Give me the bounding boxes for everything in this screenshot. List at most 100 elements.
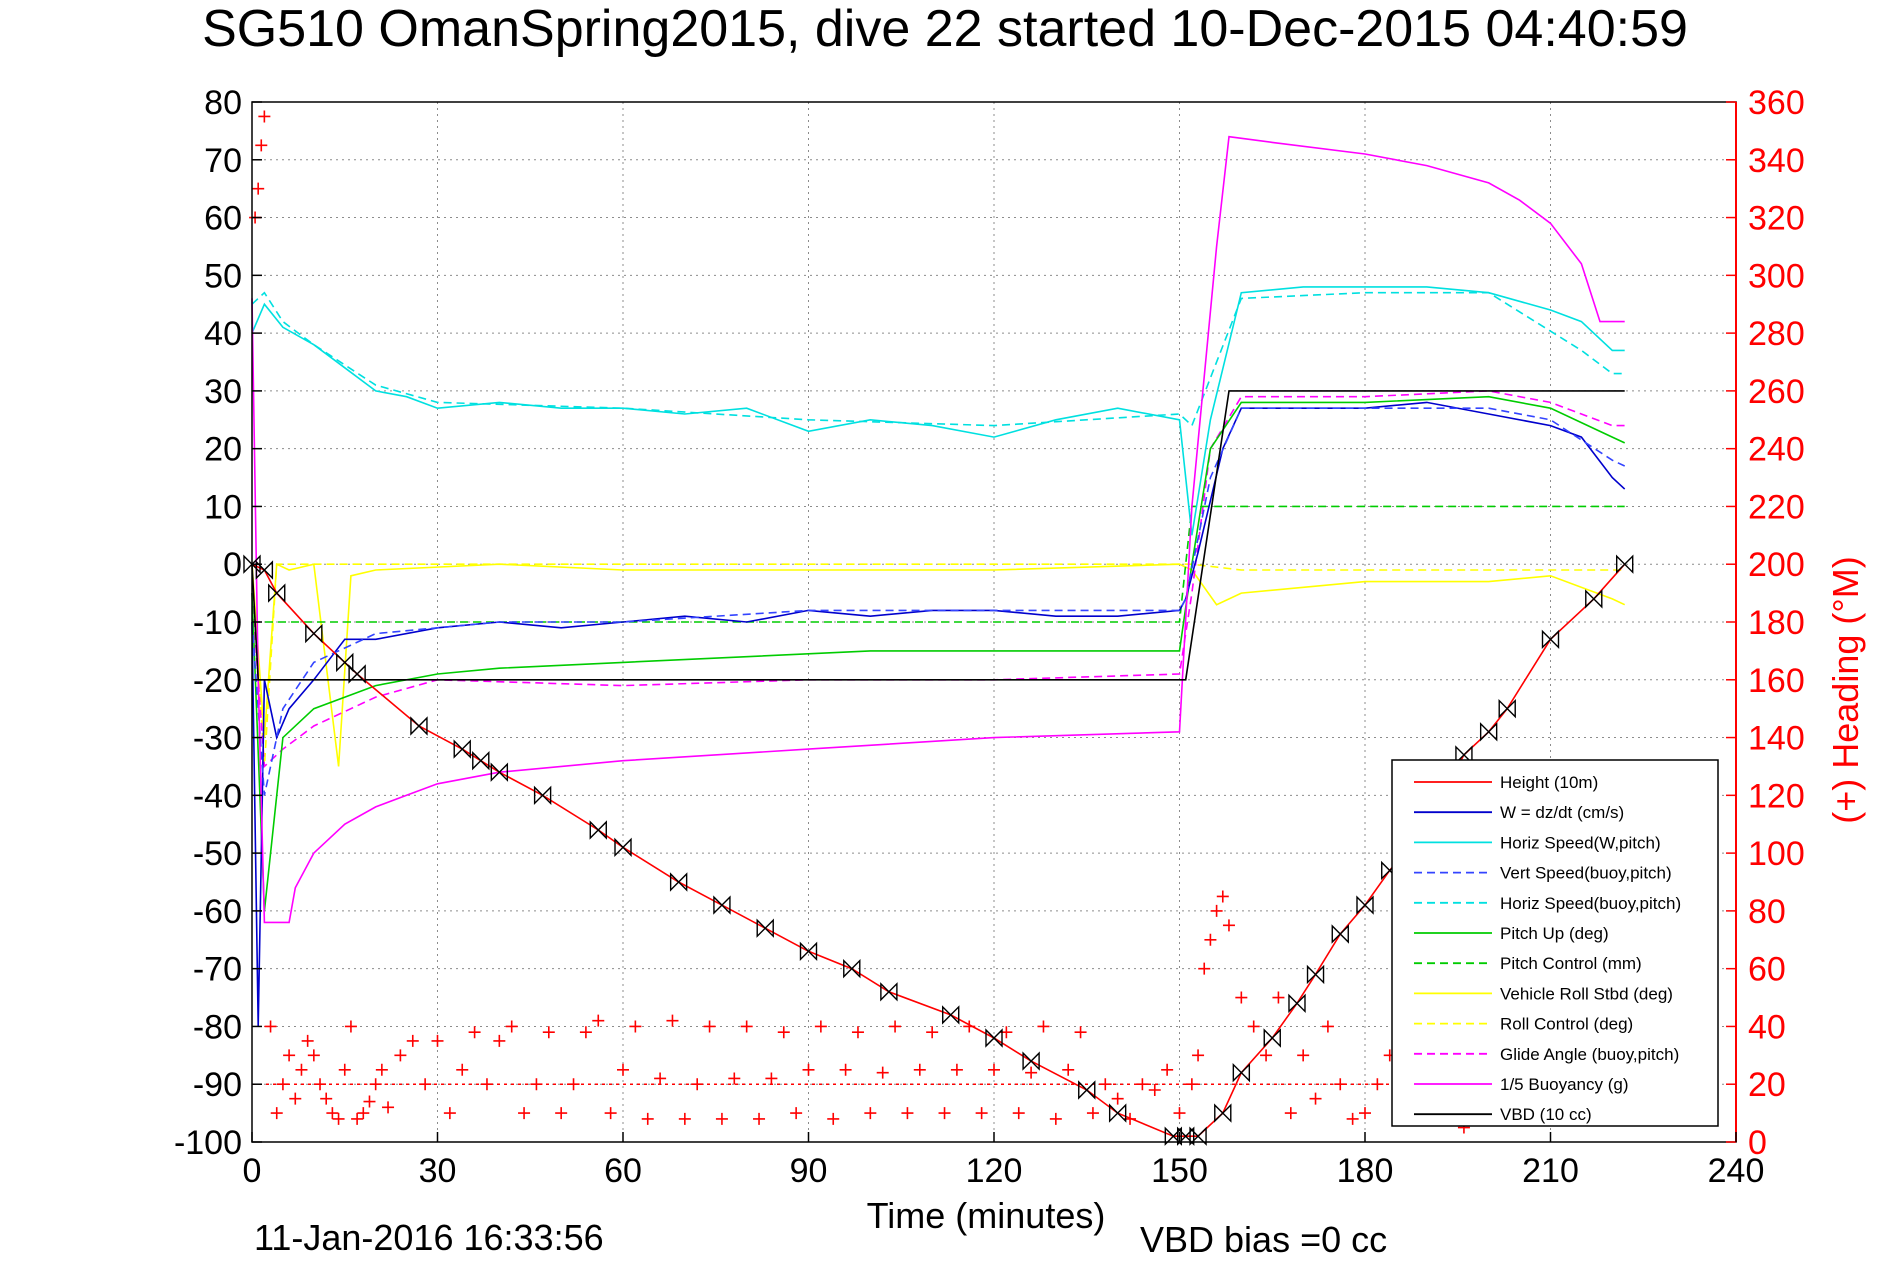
heading-marker [839, 1063, 852, 1076]
heading-marker [678, 1112, 691, 1125]
heading-marker [1222, 919, 1235, 932]
series-line-glide-angle-buoy-pitch [251, 390, 1625, 769]
heading-marker [1192, 1049, 1205, 1062]
height-marker [336, 652, 354, 673]
right-tick-label: 100 [1748, 835, 1805, 873]
legend-entry: Height (10m) [1500, 773, 1598, 792]
left-tick-label: 50 [204, 257, 242, 295]
left-tick-label: 30 [204, 373, 242, 411]
height-marker [1176, 1126, 1195, 1146]
height-marker [1585, 589, 1603, 609]
right-tick-label: 40 [1748, 1008, 1786, 1046]
series-line-1-5-buoyancy-g [251, 135, 1625, 924]
heading-marker [1297, 1049, 1310, 1062]
right-tick-label: 340 [1748, 142, 1805, 180]
heading-marker [419, 1078, 432, 1091]
height-marker [1108, 1103, 1127, 1123]
heading-marker [950, 1063, 963, 1076]
height-marker [1164, 1126, 1183, 1146]
left-tick-label: 80 [204, 84, 242, 122]
series-line-pitch-control-mm [252, 505, 1625, 623]
chart-title: SG510 OmanSpring2015, dive 22 started 10… [202, 0, 1688, 58]
heading-marker [530, 1078, 543, 1091]
heading-marker [1284, 1107, 1297, 1120]
heading-marker [264, 1020, 277, 1033]
left-tick-label: -80 [193, 1008, 242, 1046]
right-tick-label: 280 [1748, 315, 1805, 353]
height-marker [490, 762, 509, 782]
height-marker [1232, 1062, 1251, 1083]
footer-vbd-bias: VBD bias =0 cc [1140, 1219, 1387, 1260]
heading-marker [295, 1063, 308, 1076]
right-tick-label: 80 [1748, 893, 1786, 931]
heading-marker [1210, 904, 1223, 917]
legend-entry: VBD (10 cc) [1500, 1105, 1592, 1124]
height-marker [756, 918, 774, 938]
x-tick-label: 0 [243, 1152, 262, 1190]
heading-marker [926, 1026, 939, 1039]
right-tick-label: 0 [1748, 1124, 1767, 1162]
heading-marker [889, 1020, 902, 1033]
heading-marker [1309, 1092, 1322, 1105]
right-tick-label: 180 [1748, 604, 1805, 642]
height-marker [942, 1005, 960, 1025]
heading-marker [301, 1034, 314, 1047]
heading-marker [938, 1107, 951, 1120]
legend-entry: Vehicle Roll Stbd (deg) [1500, 984, 1673, 1003]
x-tick-label: 90 [790, 1152, 828, 1190]
heading-marker [1235, 991, 1248, 1004]
heading-marker [1260, 1049, 1273, 1062]
heading-marker [851, 1026, 864, 1039]
height-marker [410, 716, 428, 736]
height-marker [1498, 698, 1516, 719]
heading-marker [307, 1049, 320, 1062]
heading-marker [1099, 1078, 1112, 1091]
heading-marker [255, 139, 268, 152]
x-tick-label: 240 [1708, 1152, 1765, 1190]
heading-marker [1161, 1063, 1174, 1076]
heading-marker [468, 1026, 481, 1039]
height-marker [880, 982, 898, 1002]
left-tick-label: -90 [193, 1066, 242, 1104]
heading-marker [1148, 1084, 1161, 1096]
height-marker [713, 895, 731, 915]
heading-marker [617, 1063, 629, 1076]
heading-marker [666, 1014, 679, 1027]
right-tick-label: 60 [1748, 951, 1786, 989]
heading-marker [276, 1078, 289, 1091]
heading-marker [1173, 1107, 1186, 1120]
right-tick-label: 20 [1748, 1066, 1786, 1104]
height-marker [1541, 629, 1560, 650]
heading-marker [338, 1063, 351, 1076]
heading-marker [988, 1063, 1000, 1076]
heading-marker [1136, 1078, 1149, 1091]
heading-marker [555, 1107, 568, 1120]
right-tick-label: 320 [1748, 200, 1805, 238]
heading-marker [901, 1107, 914, 1120]
heading-marker [1185, 1078, 1198, 1091]
left-tick-label: -100 [174, 1124, 242, 1162]
height-marker [799, 941, 818, 962]
legend-entry: 1/5 Buoyancy (g) [1500, 1075, 1629, 1094]
left-tick-label: 0 [223, 546, 242, 584]
height-marker [1022, 1051, 1040, 1071]
heading-marker [493, 1034, 506, 1047]
series-lines [251, 135, 1626, 1137]
legend-entry: Glide Angle (buoy,pitch) [1500, 1045, 1679, 1064]
heading-marker [1086, 1107, 1099, 1120]
height-marker [1479, 722, 1498, 742]
heading-marker [382, 1101, 395, 1114]
height-marker [472, 750, 490, 771]
right-tick-label: 140 [1748, 720, 1805, 758]
heading-marker [604, 1107, 617, 1120]
right-tick-label: 120 [1748, 777, 1805, 815]
footer-timestamp: 11-Jan-2016 16:33:56 [254, 1217, 604, 1258]
heading-marker [629, 1020, 642, 1033]
legend-entry: Pitch Control (mm) [1500, 954, 1642, 973]
heading-marker [1247, 1020, 1260, 1033]
heading-marker [1272, 991, 1285, 1004]
heading-marker [715, 1112, 728, 1125]
series-line-horiz-speed-buoy-pitch [251, 291, 1625, 427]
